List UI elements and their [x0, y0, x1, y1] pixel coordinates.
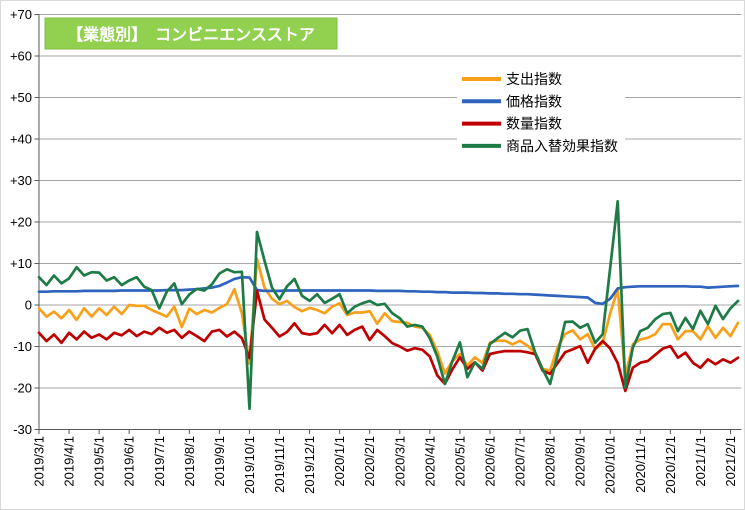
series-line-数量指数	[37, 289, 740, 393]
y-axis-label: 0	[25, 298, 32, 313]
series-line-商品入替効果指数	[37, 199, 740, 411]
title-background	[44, 17, 338, 50]
x-axis-label: 2019/6/1	[122, 436, 137, 487]
y-axis-label: +50	[10, 90, 32, 105]
x-axis-label: 2019/8/1	[182, 436, 197, 487]
x-axis-label: 2020/2/1	[362, 436, 377, 487]
y-axis-label: +10	[10, 256, 32, 271]
series-line-支出指数	[37, 257, 740, 378]
x-axis-label: 2019/4/1	[62, 436, 77, 487]
x-axis-label: 2020/6/1	[482, 436, 497, 487]
data-series	[37, 199, 740, 411]
x-axis-label: 2020/10/1	[603, 436, 618, 494]
x-axis-label: 2019/10/1	[242, 436, 257, 494]
x-axis-label: 2019/9/1	[212, 436, 227, 487]
y-axis-label: -20	[13, 381, 32, 396]
y-axis-label: +70	[10, 7, 32, 22]
legend-label: 支出指数	[506, 71, 562, 87]
x-axis-label: 2020/7/1	[513, 436, 528, 487]
y-axis-label: -30	[13, 422, 32, 437]
y-axis-label: +20	[10, 215, 32, 230]
x-axis-label: 2021/2/1	[723, 436, 738, 487]
y-axis-label: +40	[10, 132, 32, 147]
x-axis-label: 2019/3/1	[32, 436, 47, 487]
legend-label: 数量指数	[506, 116, 562, 132]
x-axis-label: 2020/4/1	[422, 436, 437, 487]
y-axis-label: +60	[10, 49, 32, 64]
x-axis-label: 2019/12/1	[302, 436, 317, 494]
x-axis-label: 2019/5/1	[92, 436, 107, 487]
x-axis-label: 2020/11/1	[633, 436, 648, 493]
y-axis-label: -10	[13, 339, 32, 354]
x-axis-label: 2019/7/1	[152, 436, 167, 487]
x-axis-label: 2020/8/1	[543, 436, 558, 487]
x-axis-label: 2020/12/1	[663, 436, 678, 494]
chart-title: 【業態別】 コンビニエンスストア	[67, 25, 315, 44]
series-line-価格指数	[37, 275, 740, 306]
legend-label: 商品入替効果指数	[506, 138, 618, 154]
x-axis-label: 2020/3/1	[392, 436, 407, 487]
legend-background	[457, 67, 625, 157]
y-axis-label: +30	[10, 173, 32, 188]
x-axis-label: 2020/9/1	[573, 436, 588, 487]
chart-title-box: 【業態別】 コンビニエンスストア	[44, 17, 338, 50]
x-axis-label: 2020/5/1	[452, 436, 467, 487]
x-axis-label: 2020/1/1	[332, 436, 347, 487]
x-axis-label: 2021/1/1	[693, 436, 708, 487]
x-axis-label: 2019/11/1	[272, 436, 287, 493]
legend-label: 価格指数	[506, 93, 562, 109]
